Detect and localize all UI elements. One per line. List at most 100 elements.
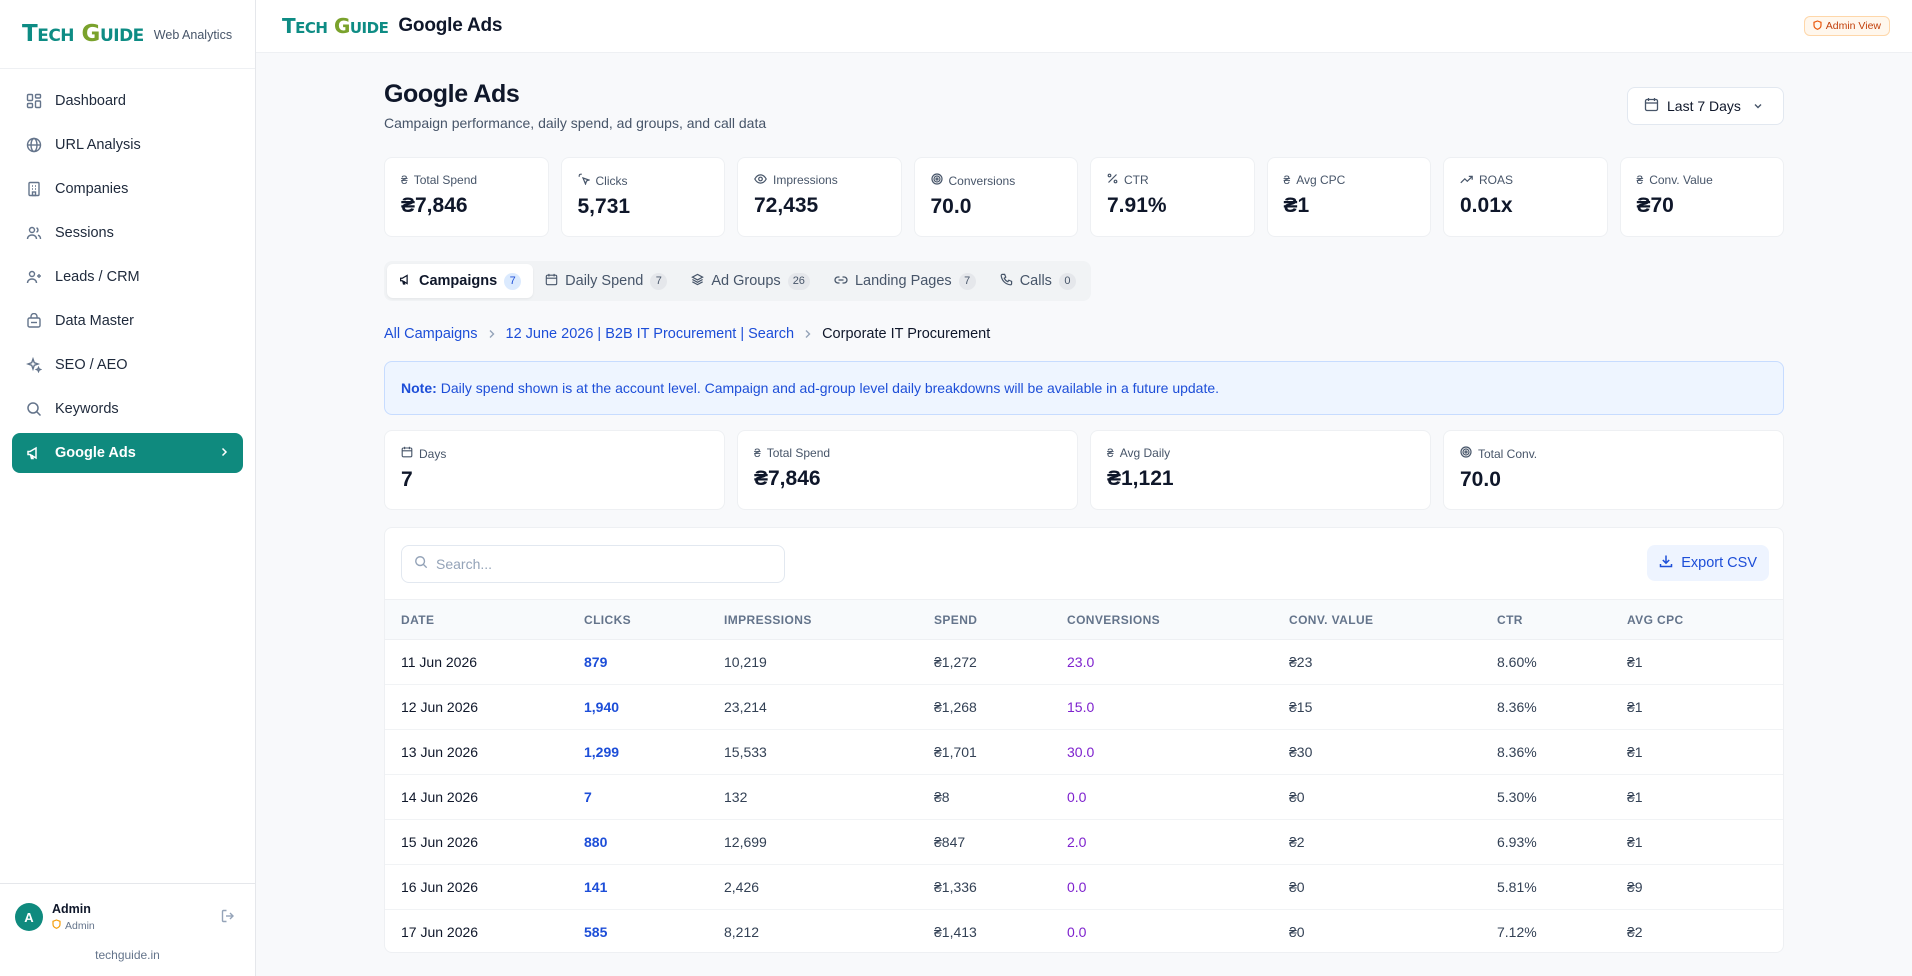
sidebar-item-leads-crm[interactable]: Leads / CRM [12,257,243,297]
admin-view-label: Admin View [1825,20,1881,32]
tab-label: Ad Groups [711,273,781,289]
column-header-conv-value[interactable]: CONV. VALUE [1289,599,1497,640]
search-box[interactable] [401,545,785,583]
cell-conv-value: ₴0 [1289,909,1497,952]
table-row[interactable]: 16 Jun 2026 141 2,426 ₴1,336 0.0 ₴0 5.81… [385,864,1783,910]
cell-spend: ₴8 [934,774,1067,820]
summary-label: Total Spend [766,446,831,460]
cell-clicks: 141 [584,864,724,910]
tab-label: Daily Spend [565,273,644,289]
breadcrumb: All Campaigns 12 June 2026 | B2B IT Proc… [384,326,990,342]
summary-value: 70.0 [1460,468,1501,491]
cell-spend: ₴1,268 [934,684,1067,730]
summary-card-days: Days 7 [384,430,725,510]
site-domain[interactable]: techguide.in [95,948,160,962]
kpi-value: 70.0 [930,195,972,218]
cell-date: 11 Jun 2026 [385,639,584,685]
sidebar-item-label: Sessions [55,225,114,241]
cell-avg-cpc: ₴9 [1627,864,1783,910]
logout-icon[interactable] [221,909,235,928]
table-row[interactable]: 11 Jun 2026 879 10,219 ₴1,272 23.0 ₴23 8… [385,639,1783,685]
date-range-label: Last 7 Days [1667,98,1741,114]
kpi-card-roas: ROAS 0.01x [1443,157,1608,237]
cell-impressions: 8,212 [724,909,934,952]
kpi-value: 5,731 [577,195,631,218]
cell-conversions: 0.0 [1067,909,1289,952]
breadcrumb-current: Corporate IT Procurement [822,326,991,342]
summary-value: ₴7,846 [754,467,821,490]
admin-view-badge: Admin View [1803,16,1890,36]
cell-conversions: 15.0 [1067,684,1289,730]
column-header-clicks[interactable]: CLICKS [584,599,724,640]
tab-campaigns[interactable]: Campaigns 7 [387,264,534,298]
sidebar-item-sessions[interactable]: Sessions [12,213,243,253]
tab-daily-spend[interactable]: Daily Spend 7 [533,264,679,298]
search-input[interactable] [436,556,766,572]
rupee-icon: ₴ [1636,173,1644,187]
cell-clicks: 7 [584,774,724,820]
sidebar-nav: Dashboard URL Analysis Companies Session… [0,69,255,489]
column-header-impressions[interactable]: IMPRESSIONS [724,599,934,640]
grid-icon [25,92,43,110]
brand-logo[interactable]: TECH GUIDE [22,21,144,47]
table-row[interactable]: 17 Jun 2026 585 8,212 ₴1,413 0.0 ₴0 7.12… [385,909,1783,952]
search-icon [414,555,428,574]
kpi-label: Impressions [773,173,838,187]
sidebar-item-companies[interactable]: Companies [12,169,243,209]
sidebar-item-dashboard[interactable]: Dashboard [12,81,243,121]
table-row[interactable]: 14 Jun 2026 7 132 ₴8 0.0 ₴0 5.30% ₴1 [385,774,1783,820]
layers-icon [691,273,705,290]
cell-impressions: 12,699 [724,819,934,865]
topbar-logo[interactable]: TECH GUIDE [282,14,389,38]
sidebar-item-data-master[interactable]: Data Master [12,301,243,341]
column-header-ctr[interactable]: CTR [1497,599,1627,640]
kpi-label: Conversions [948,173,1016,188]
kpi-card-total-spend: ₴ Total Spend ₴7,846 [384,157,549,237]
column-header-conversions[interactable]: CONVERSIONS [1067,599,1289,640]
chevron-right-icon [804,327,812,342]
sidebar-item-label: Data Master [55,313,134,329]
cell-avg-cpc: ₴1 [1627,774,1783,820]
avatar[interactable]: A [15,903,43,931]
megaphone-icon [25,444,43,462]
cell-ctr: 6.93% [1497,819,1627,865]
sidebar-item-label: Dashboard [55,93,126,109]
cell-conversions: 2.0 [1067,819,1289,865]
column-header-spend[interactable]: SPEND [934,599,1067,640]
date-range-dropdown[interactable]: Last 7 Days [1627,87,1784,125]
kpi-card-conversions: Conversions 70.0 [913,157,1078,237]
breadcrumb-all-campaigns[interactable]: All Campaigns [384,326,478,342]
summary-card-avg-daily: ₴ Avg Daily ₴1,121 [1090,430,1431,510]
breadcrumb-campaign[interactable]: 12 June 2026 | B2B IT Procurement | Sear… [505,326,795,342]
table-row[interactable]: 15 Jun 2026 880 12,699 ₴847 2.0 ₴2 6.93%… [385,819,1783,865]
note-label: Note: [401,380,437,396]
tab-landing-pages[interactable]: Landing Pages 7 [822,264,988,298]
target-icon [1460,446,1472,461]
cell-avg-cpc: ₴1 [1627,684,1783,730]
chevron-down-icon [1753,98,1763,114]
brand-subtitle: Web Analytics [153,28,233,42]
phone-icon [1000,273,1013,290]
sidebar-item-keywords[interactable]: Keywords [12,389,243,429]
sidebar-item-url-analysis[interactable]: URL Analysis [12,125,243,165]
sparkles-icon [25,356,43,374]
percent-icon [1107,173,1118,187]
tab-calls[interactable]: Calls 0 [988,264,1088,298]
export-csv-button[interactable]: Export CSV [1647,545,1769,581]
table-row[interactable]: 13 Jun 2026 1,299 15,533 ₴1,701 30.0 ₴30… [385,729,1783,775]
cell-impressions: 2,426 [724,864,934,910]
calendar-icon [1644,97,1659,115]
table-row[interactable]: 12 Jun 2026 1,940 23,214 ₴1,268 15.0 ₴15… [385,684,1783,730]
column-header-date[interactable]: DATE [385,599,584,640]
column-header-avg-cpc[interactable]: AVG CPC [1627,599,1783,640]
kpi-card-conv-value: ₴ Conv. Value ₴70 [1619,157,1784,237]
tab-ad-groups[interactable]: Ad Groups 26 [679,264,822,298]
table-header-row: DATE CLICKS IMPRESSIONS SPEND CONVERSION… [385,599,1783,640]
shield-icon [52,919,61,932]
sidebar-item-seo-aeo[interactable]: SEO / AEO [12,345,243,385]
sidebar-item-google-ads[interactable]: Google Ads [12,433,243,473]
sidebar-item-label: Leads / CRM [55,269,140,285]
user-plus-icon [25,268,43,286]
kpi-label: Avg CPC [1296,173,1346,187]
kpi-card-impressions: Impressions 72,435 [737,157,902,237]
